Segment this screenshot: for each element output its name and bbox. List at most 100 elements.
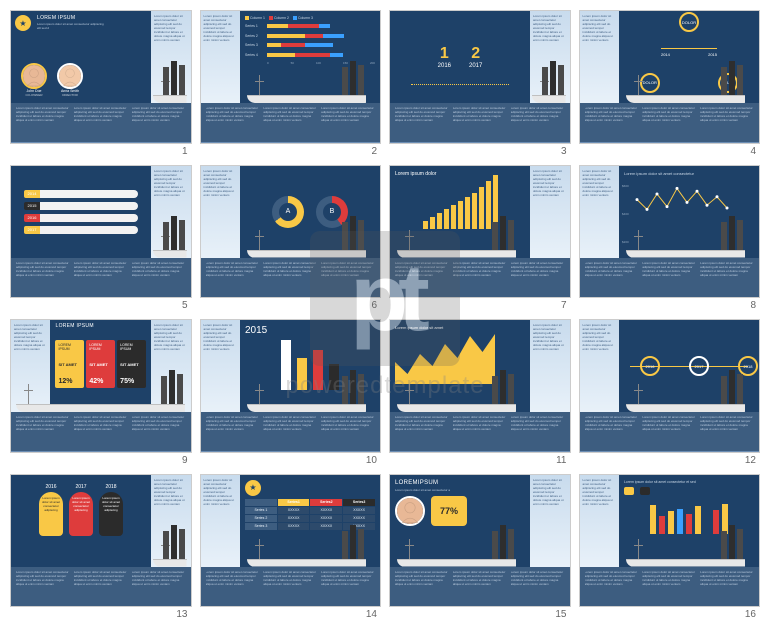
pill-row: 2014 [24, 190, 138, 198]
slide-cell: Lorem ipsum dolor sit amet consectetur a… [579, 165, 761, 312]
footer-text: Lorem ipsum dolor sit amet consectetur a… [642, 106, 696, 139]
slide-footer: Lorem ipsum dolor sit amet consectetur a… [580, 103, 760, 142]
footer-text: Lorem ipsum dolor sit amet consectetur a… [16, 261, 70, 294]
ship-graphic [153, 553, 187, 567]
pct-box: LOREMIPSUMSIT AMET42% [86, 340, 115, 388]
chart-title: Lorem ipsum dolor sit amet consectetur e… [624, 480, 754, 485]
slide-content: 201620172018 [619, 320, 759, 412]
step: 12016 [438, 45, 451, 69]
pill-row: 2015 [24, 202, 138, 210]
footer-text: Lorem ipsum dolor sit amet consectetur a… [321, 261, 375, 294]
hbar-row: Series 3 [245, 41, 375, 49]
donut: A [272, 196, 304, 228]
slide-footer: Lorem ipsum dolor sit amet consectetur a… [390, 567, 570, 606]
pill-row: 2017 [24, 226, 138, 234]
footer-text: Lorem ipsum dolor sit amet consectetur a… [395, 570, 449, 603]
step-year: 2017 [469, 63, 482, 69]
slide-number: 10 [200, 453, 382, 466]
slide-16[interactable]: Lorem ipsum dolor sit amet consectetur a… [579, 474, 761, 608]
cyl-year: 2017 [69, 484, 93, 490]
slide-6[interactable]: Lorem ipsum dolor sit amet consectetur a… [200, 165, 382, 299]
pill-year: 2014 [24, 190, 40, 198]
person-role: CO-OWNER [21, 93, 47, 97]
slide-5[interactable]: 2014201520162017Lorem ipsum dolor sit am… [10, 165, 192, 299]
footer-text: Lorem ipsum dolor sit amet consectetur a… [16, 415, 70, 448]
slide-footer: Lorem ipsum dolor sit amet consectetur a… [580, 412, 760, 451]
slide-footer: Lorem ipsum dolor sit amet consectetur a… [580, 258, 760, 297]
tree-label: 2014 [661, 52, 670, 57]
left-panel: Lorem ipsum dolor sit amet consectetur a… [580, 11, 619, 103]
footer-text: Lorem ipsum dolor sit amet consectetur a… [132, 570, 186, 603]
chart-title: Lorem ipsum dolor [395, 171, 525, 177]
slide-8[interactable]: Lorem ipsum dolor sit amet consectetur a… [579, 165, 761, 299]
slide-content: AB [240, 166, 380, 258]
slide-footer: Lorem ipsum dolor sit amet consectetur a… [201, 567, 381, 606]
slide-cell: Lorem ipsum dolor sit amet consectetur a… [200, 319, 382, 466]
slide-content: Column 1Column 2Column 3Series 1Series 2… [240, 11, 380, 103]
slide-number: 3 [389, 144, 571, 157]
footer-text: Lorem ipsum dolor sit amet consectetur a… [395, 415, 449, 448]
slide-content: 2016Lorem ipsum dolor sit amet consectet… [11, 475, 151, 567]
slide-9[interactable]: Lorem ipsum dolor sit amet consectetur a… [10, 319, 192, 453]
slide-cell: LOREMIPSUMLorem ipsum dolor sit amet con… [389, 474, 571, 621]
step: 22017 [469, 45, 482, 69]
slide-4[interactable]: Lorem ipsum dolor sit amet consectetur a… [579, 10, 761, 144]
legend-item: Column 1 [245, 16, 265, 20]
table-cell: XXXXX [310, 515, 342, 522]
slide-cell: Lorem ipsum dolor Lorem ipsum dolor sit a… [389, 165, 571, 312]
slide-12[interactable]: Lorem ipsum dolor sit amet consectetur a… [579, 319, 761, 453]
slide-number: 14 [200, 607, 382, 620]
ship-graphic [626, 553, 745, 567]
cyl-year: 2018 [99, 484, 123, 490]
slide-number: 13 [10, 607, 192, 620]
footer-text: Lorem ipsum dolor sit amet consectetur a… [585, 570, 639, 603]
slide-13[interactable]: 2016Lorem ipsum dolor sit amet consectet… [10, 474, 192, 608]
slide-footer: Lorem ipsum dolor sit amet consectetur a… [390, 103, 570, 142]
pct-boxes: LOREMIPSUMSIT AMET12%LOREMIPSUMSIT AMET4… [55, 336, 146, 391]
row-label: Series 3 [245, 523, 277, 530]
slide-footer: Lorem ipsum dolor sit amet consectetur a… [390, 412, 570, 451]
footer-text: Lorem ipsum dolor sit amet consectetur a… [74, 106, 128, 139]
slide-15[interactable]: LOREMIPSUMLorem ipsum dolor sit amet con… [389, 474, 571, 608]
header: LOREM IPSUM [55, 323, 93, 329]
table-cell: XXXXX [278, 523, 310, 530]
timeline-node: 2017 [689, 356, 709, 376]
star-icon: ★ [15, 15, 31, 31]
slide-7[interactable]: Lorem ipsum dolor Lorem ipsum dolor sit a… [389, 165, 571, 299]
panel-text: Lorem ipsum dolor sit amet consectetur a… [204, 14, 237, 42]
person: Anna SmithDIRECTOR [57, 63, 83, 97]
footer-text: Lorem ipsum dolor sit amet consectetur a… [132, 415, 186, 448]
right-panel: Lorem ipsum dolor sit amet consectetur a… [530, 166, 569, 258]
slide-content: 12016 22017 [390, 11, 530, 103]
slide-number: 6 [200, 298, 382, 311]
slide-number: 15 [389, 607, 571, 620]
slide-cell: Lorem ipsum dolor sit amet consectetur a… [579, 474, 761, 621]
person: John DoeCO-OWNER [21, 63, 47, 97]
avatar [21, 63, 47, 89]
right-panel: Lorem ipsum dolor sit amet consectetur a… [151, 11, 190, 103]
legend-item: Column 2 [269, 16, 289, 20]
footer-text: Lorem ipsum dolor sit amet consectetur a… [642, 570, 696, 603]
step-year: 2016 [438, 63, 451, 69]
step-num: 1 [438, 45, 451, 63]
slide-2[interactable]: Lorem ipsum dolor sit amet consectetur a… [200, 10, 382, 144]
slide-cell: Lorem ipsum dolor sit ametLorem ipsum do… [389, 319, 571, 466]
slide-3[interactable]: 12016 22017 Lorem ipsum dolor sit amet con… [389, 10, 571, 144]
slide-cell: Lorem ipsum dolor sit amet consectetur a… [10, 319, 192, 466]
slide-title: LOREM IPSUM [37, 15, 75, 21]
slide-1[interactable]: ★ LOREM IPSUM Lorem ipsum dolor sit amet c… [10, 10, 192, 144]
slide-10[interactable]: Lorem ipsum dolor sit amet consectetur a… [200, 319, 382, 453]
ship-graphic [626, 244, 745, 258]
ship-graphic [626, 89, 745, 103]
footer-text: Lorem ipsum dolor sit amet consectetur a… [585, 261, 639, 294]
ship-graphic [397, 244, 516, 258]
slide-11[interactable]: Lorem ipsum dolor sit ametLorem ipsum do… [389, 319, 571, 453]
slide-footer: Lorem ipsum dolor sit amet consectetur a… [201, 258, 381, 297]
slide-14[interactable]: Lorem ipsum dolor sit amet consectetur a… [200, 474, 382, 608]
ship-graphic [397, 553, 516, 567]
footer-text: Lorem ipsum dolor sit amet consectetur a… [642, 415, 696, 448]
footer-text: Lorem ipsum dolor sit amet consectetur a… [321, 415, 375, 448]
footer-text: Lorem ipsum dolor sit amet consectetur a… [585, 415, 639, 448]
footer-text: Lorem ipsum dolor sit amet consectetur a… [74, 570, 128, 603]
slide-footer: Lorem ipsum dolor sit amet consectetur a… [580, 567, 760, 606]
